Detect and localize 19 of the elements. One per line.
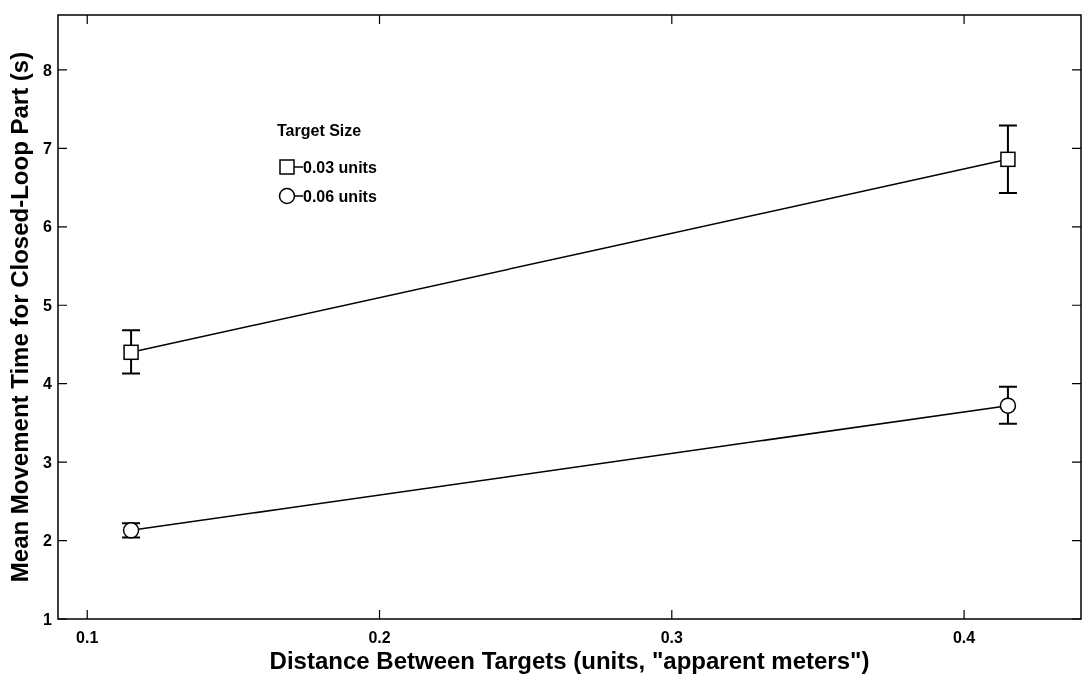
legend-label: 0.03 units [303, 158, 377, 176]
legend-title: Target Size [277, 122, 362, 139]
point [123, 344, 139, 361]
x-tick-label: 0.2 [368, 629, 391, 646]
y-tick-label: 5 [43, 296, 53, 314]
y-axis-title: Mean Movement Time for Closed-Loop Part (s) [6, 51, 33, 583]
y-tick-label: 6 [43, 218, 53, 236]
legend-label: 0.06 units [303, 187, 377, 205]
y-tick-label: 7 [43, 139, 53, 157]
x-tick-label: 0.4 [952, 629, 976, 646]
x-tick-label: 0.3 [660, 629, 684, 646]
y-tick-label: 3 [43, 453, 53, 471]
y-tick-label: 2 [43, 532, 53, 550]
y-tick-label: 8 [43, 61, 53, 79]
point [1000, 151, 1016, 168]
y-tick-label: 4 [43, 375, 53, 393]
x-axis-title: Distance Between Targets (units, "apparent meters") [269, 647, 870, 674]
x-tick-label: 0.1 [76, 629, 99, 646]
y-tick-label: 1 [43, 610, 53, 628]
